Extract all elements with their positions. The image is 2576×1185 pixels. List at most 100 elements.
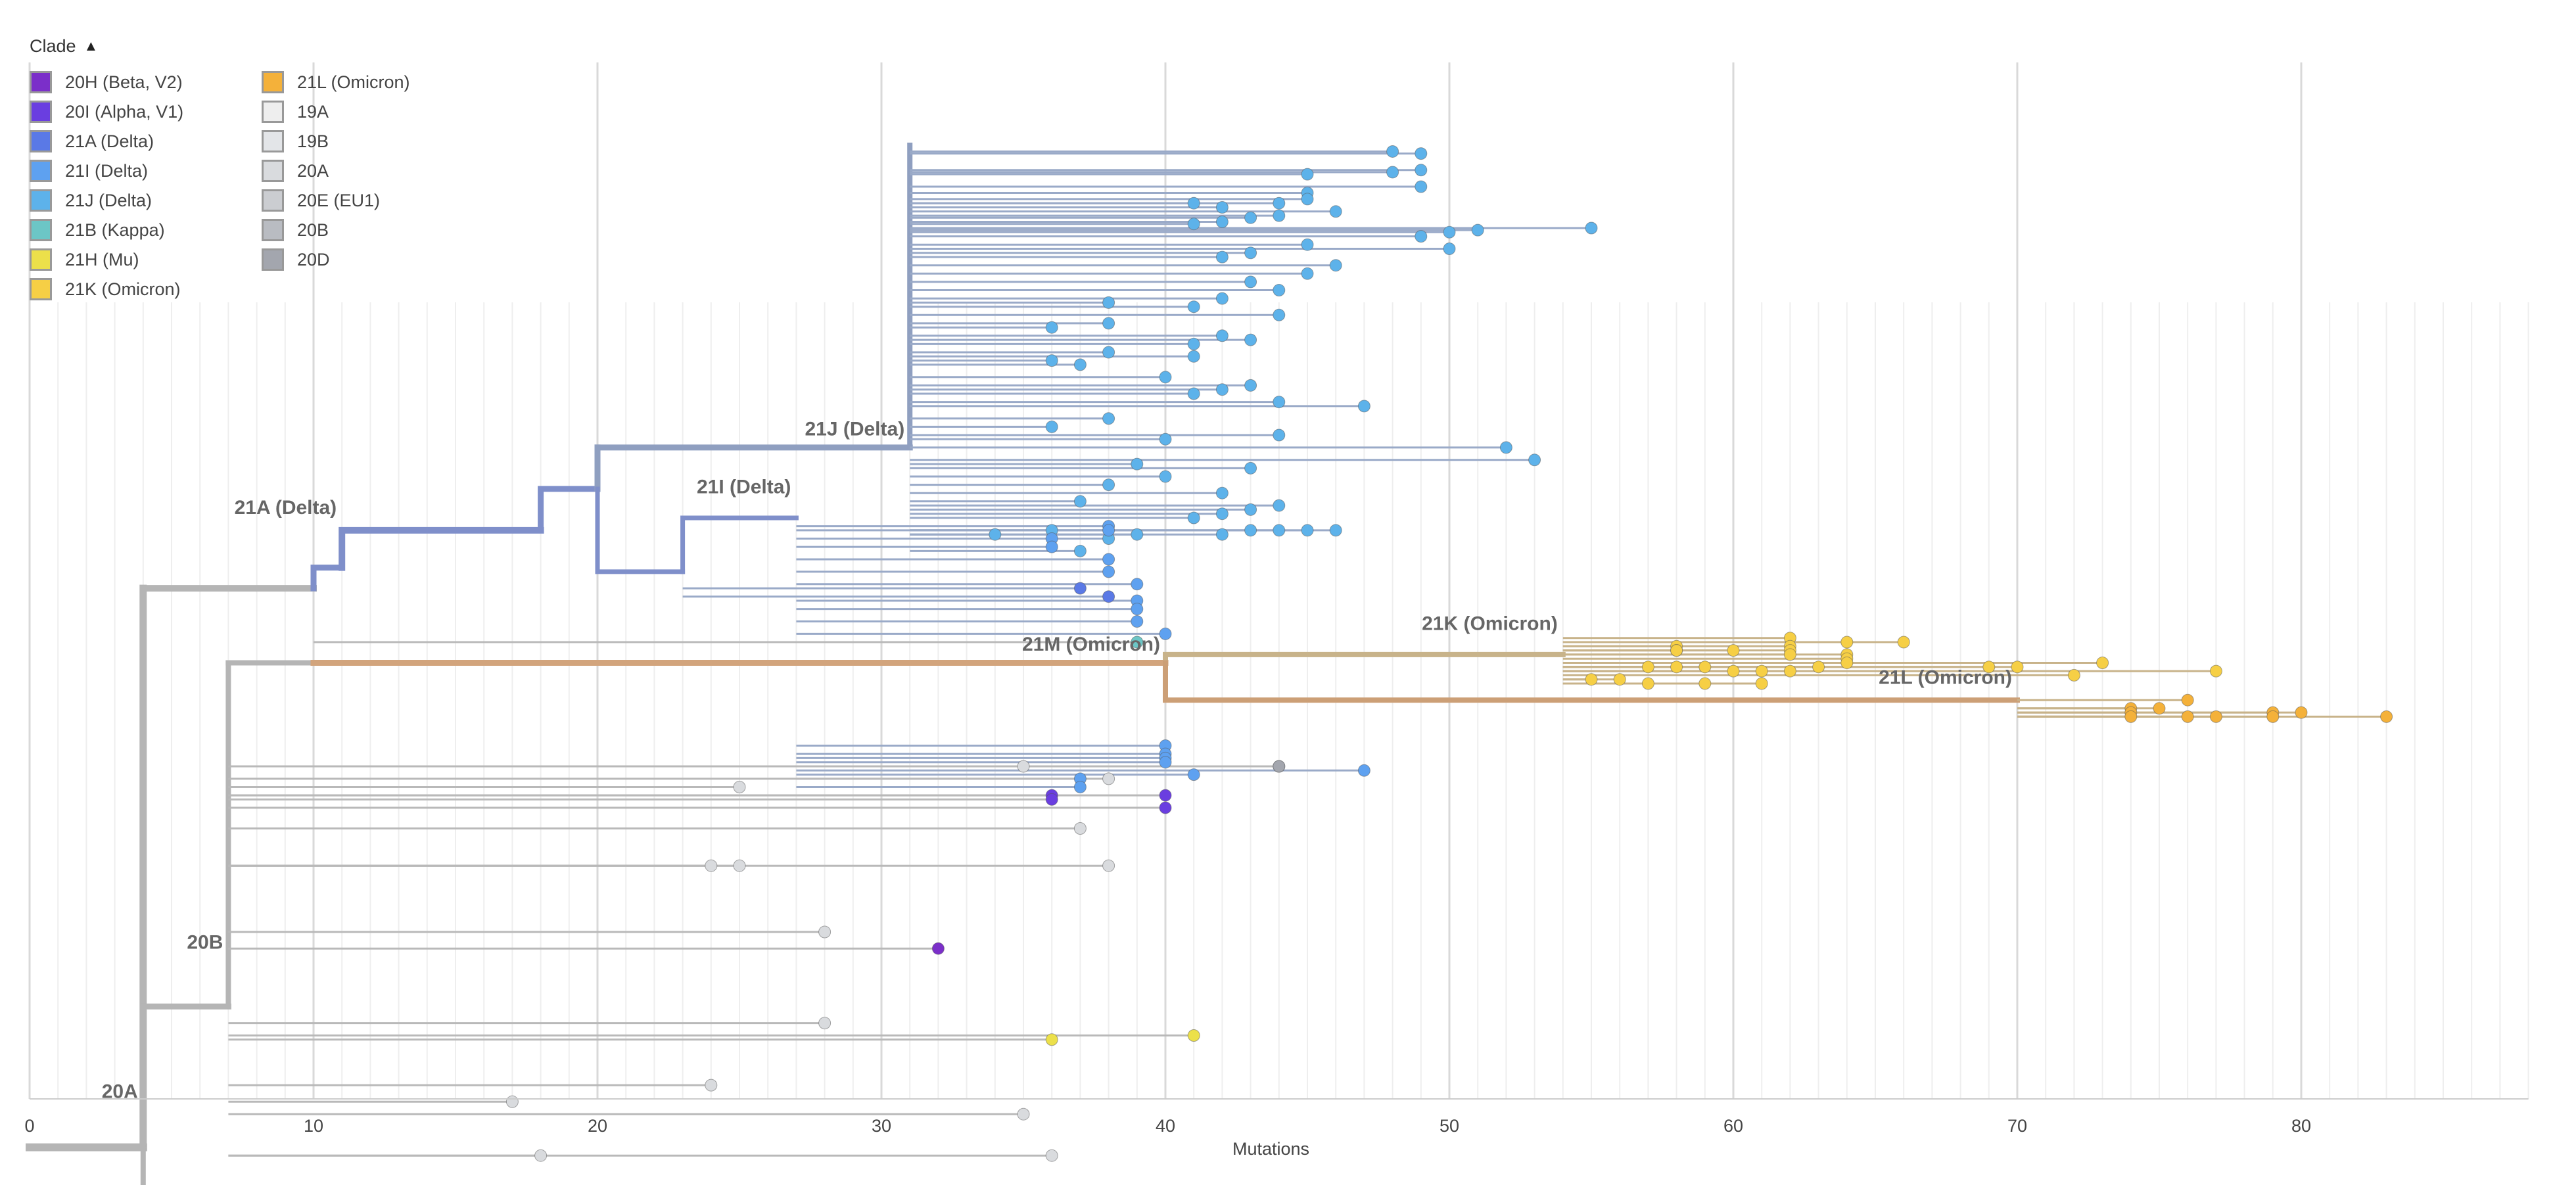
tip-marker — [1585, 221, 1598, 235]
x-tick-label: 0 — [24, 1116, 34, 1136]
legend-item[interactable]: 21A (Delta) — [30, 129, 154, 153]
tip-marker — [1187, 1029, 1200, 1042]
legend-item[interactable]: 21B (Kappa) — [30, 218, 165, 242]
tip-marker — [1187, 337, 1200, 350]
tree-branch — [680, 515, 799, 574]
legend-item[interactable]: 20D — [262, 248, 330, 271]
tip-marker — [1301, 524, 1314, 537]
x-tick-label: 60 — [1723, 1116, 1743, 1136]
legend-item[interactable]: 21H (Mu) — [30, 248, 139, 271]
tip-marker — [1073, 544, 1087, 557]
tip-marker — [1102, 772, 1115, 785]
tip-marker — [1613, 673, 1626, 686]
branch-label: 21A (Delta) — [235, 497, 337, 519]
tip-marker — [1187, 350, 1200, 363]
legend-item[interactable]: 20A — [262, 159, 329, 183]
tip-marker — [1017, 1107, 1030, 1121]
tip-marker — [1585, 673, 1598, 686]
tip-marker — [1273, 197, 1286, 210]
tip-marker — [931, 942, 945, 955]
tip-marker — [1215, 528, 1229, 541]
x-tick-label: 80 — [2291, 1116, 2311, 1136]
tip-marker — [2295, 706, 2308, 719]
tip-marker — [2209, 664, 2222, 678]
chevron-up-icon[interactable]: ▲ — [83, 37, 99, 54]
tip-marker — [2266, 710, 2280, 723]
x-tick-label: 10 — [304, 1116, 323, 1136]
tip-marker — [534, 1149, 548, 1162]
tip-marker — [1273, 760, 1286, 773]
tip-marker — [1159, 789, 1172, 802]
x-axis-title: Mutations — [1232, 1139, 1310, 1159]
legend-swatch — [262, 219, 284, 241]
legend-item[interactable]: 20E (EU1) — [262, 189, 380, 212]
tip-marker — [1215, 201, 1229, 214]
tip-marker — [1301, 267, 1314, 280]
tip-marker — [1273, 209, 1286, 222]
legend-swatch — [30, 278, 52, 300]
tip-marker — [2380, 710, 2393, 723]
tip-marker — [1017, 760, 1030, 773]
tip-marker — [1329, 524, 1342, 537]
tip-marker — [1641, 661, 1654, 674]
x-tick-label: 20 — [588, 1116, 607, 1136]
tip-marker — [818, 925, 831, 939]
legend-item[interactable]: 19A — [262, 100, 329, 124]
tip-marker — [1073, 495, 1087, 508]
tip-marker — [733, 859, 746, 872]
tip-marker — [1045, 1149, 1058, 1162]
tip-marker — [1415, 147, 1428, 160]
legend-item[interactable]: 21J (Delta) — [30, 189, 152, 212]
tree-branch — [538, 486, 601, 534]
tip-marker — [1073, 822, 1087, 835]
tip-marker — [1159, 801, 1172, 814]
tip-marker — [1727, 664, 1740, 678]
legend-swatch — [262, 101, 284, 123]
legend-item[interactable]: 21I (Delta) — [30, 159, 148, 183]
legend-swatch — [262, 71, 284, 93]
legend-swatch — [262, 160, 284, 182]
tip-marker — [1357, 764, 1370, 777]
legend-item[interactable]: 19B — [262, 129, 329, 153]
legend-label: 21H (Mu) — [65, 249, 139, 269]
x-tick-label: 40 — [1156, 1116, 1175, 1136]
tip-marker — [2181, 710, 2194, 723]
tip-marker — [1215, 292, 1229, 305]
tree-branch — [595, 486, 686, 574]
legend-swatch — [30, 101, 52, 123]
tip-marker — [1273, 499, 1286, 512]
tip-marker — [1415, 164, 1428, 177]
tip-marker — [1159, 371, 1172, 384]
legend-item[interactable]: 20B — [262, 218, 329, 242]
tip-marker — [1215, 383, 1229, 396]
tip-marker — [2209, 710, 2222, 723]
legend-swatch — [30, 160, 52, 182]
tip-marker — [1244, 333, 1257, 346]
tip-marker — [1187, 197, 1200, 210]
tip-marker — [1215, 507, 1229, 521]
tip-marker — [705, 859, 718, 872]
tip-marker — [1159, 756, 1172, 769]
tip-marker — [1386, 145, 1399, 158]
tip-marker — [1102, 346, 1115, 359]
tip-marker — [1244, 246, 1257, 260]
tip-marker — [1329, 205, 1342, 218]
legend-item[interactable]: 21L (Omicron) — [262, 70, 410, 94]
legend-label: 20D — [297, 249, 330, 269]
branch-label: 21J (Delta) — [805, 418, 904, 440]
tree-branch — [1163, 651, 1566, 666]
tip-marker — [733, 781, 746, 793]
tip-marker — [1386, 166, 1399, 179]
legend-item[interactable]: 20I (Alpha, V1) — [30, 100, 183, 124]
tip-marker — [1045, 540, 1058, 553]
legend-label: 20I (Alpha, V1) — [65, 101, 184, 122]
tip-marker — [1187, 387, 1200, 400]
tip-marker — [1528, 453, 1541, 467]
legend-item[interactable]: 20H (Beta, V2) — [30, 70, 183, 94]
legend-title-text: Clade — [30, 36, 76, 56]
tree-branch — [140, 1003, 231, 1151]
tip-marker — [1670, 644, 1683, 657]
tip-marker — [1641, 677, 1654, 690]
legend-item[interactable]: 21K (Omicron) — [30, 277, 181, 301]
